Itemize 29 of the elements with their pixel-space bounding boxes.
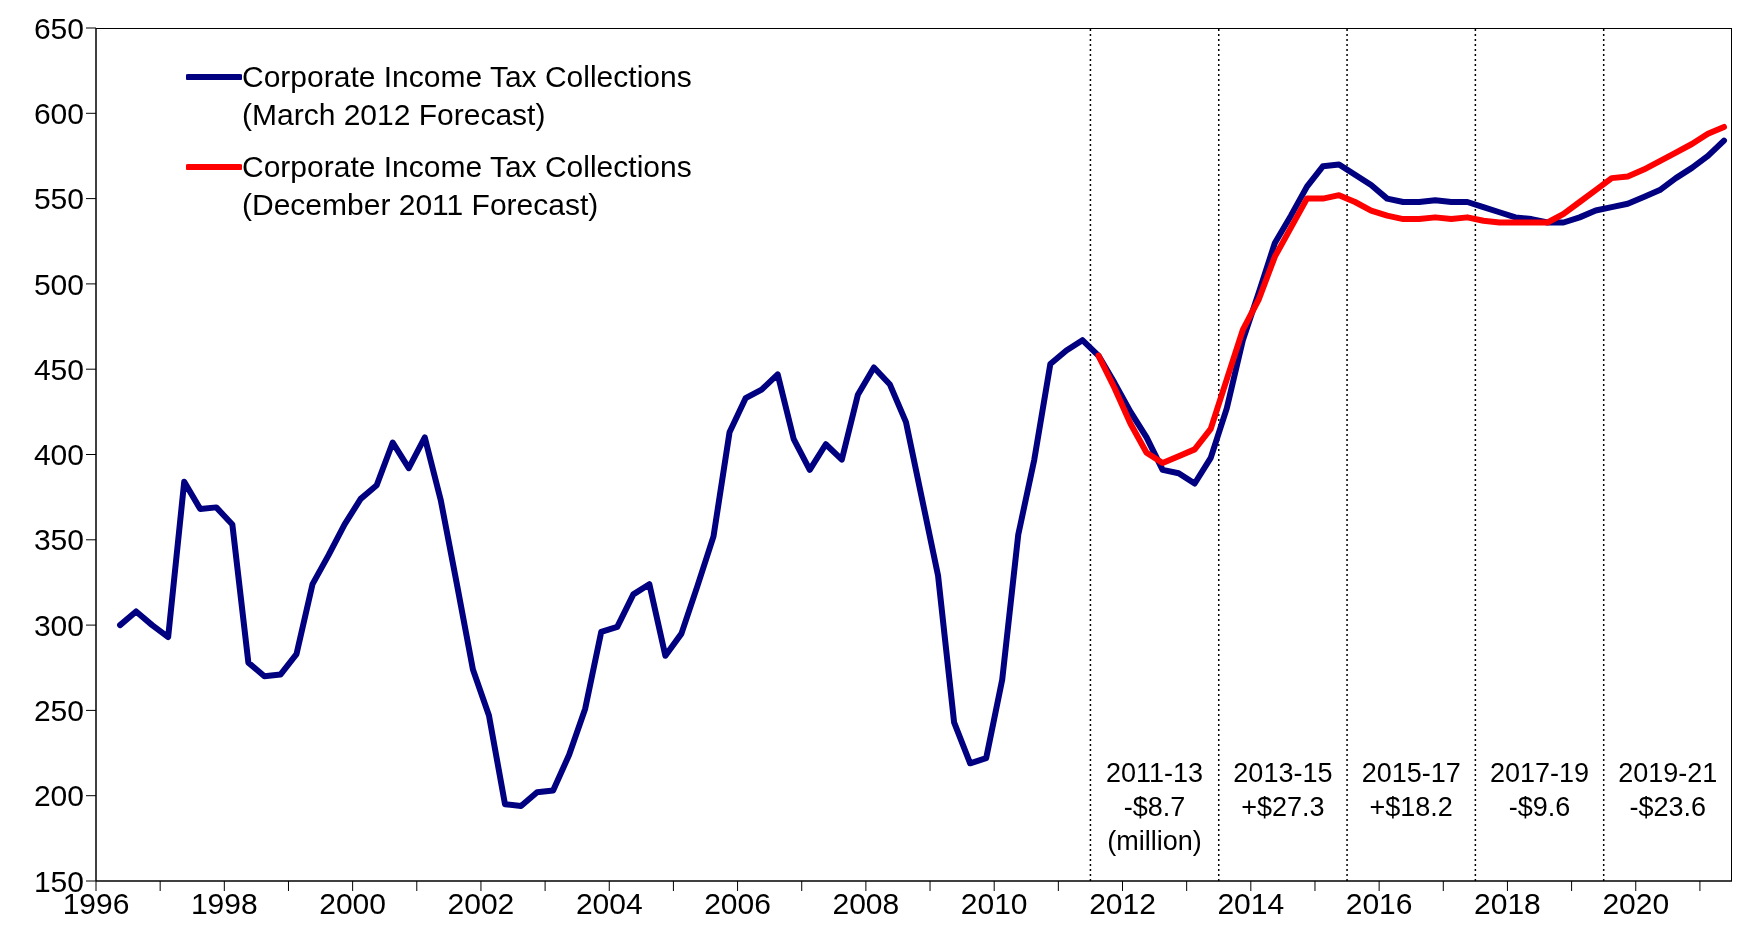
x-tick-label: 2018 (1474, 887, 1541, 921)
y-tick-label: 500 (33, 267, 84, 301)
x-tick-label: 2014 (1217, 887, 1285, 921)
annotation: 2019-21 -$23.6 (1617, 757, 1719, 824)
x-tick-label: 2002 (447, 887, 515, 921)
x-tick-label: 2006 (704, 887, 771, 921)
annotation: 2015-17 +$18.2 (1360, 757, 1462, 824)
y-tick-label: 400 (33, 438, 84, 472)
legend-label: Corporate Income Tax Collections (March 2012 Forecast) (242, 59, 693, 133)
y-tick-label: 250 (33, 694, 84, 728)
y-tick-label: 450 (33, 352, 84, 386)
annotation: 2013-15 +$27.3 (1232, 757, 1334, 824)
x-tick-label: 2000 (319, 887, 386, 921)
y-tick-label: 350 (33, 523, 84, 557)
x-tick-label: 2010 (960, 887, 1028, 921)
annotation: 2017-19 -$9.6 (1488, 757, 1591, 824)
annotation: 2011-13 -$8.7 (million) (1105, 757, 1205, 858)
y-tick-label: 300 (33, 608, 84, 642)
y-tick-label: 650 (33, 11, 84, 45)
x-tick-label: 2004 (575, 887, 643, 921)
x-tick-label: 2008 (832, 887, 900, 921)
x-tick-label: 2020 (1602, 887, 1670, 921)
x-tick-label: 1998 (190, 887, 258, 921)
y-tick-label: 600 (33, 96, 84, 130)
legend-label: Corporate Income Tax Collections (December 2011 Forecast) (242, 149, 693, 223)
y-tick-label: 550 (33, 182, 84, 216)
x-tick-label: 2016 (1345, 887, 1413, 921)
x-tick-label: 2012 (1089, 887, 1156, 921)
y-tick-label: 200 (33, 779, 84, 813)
